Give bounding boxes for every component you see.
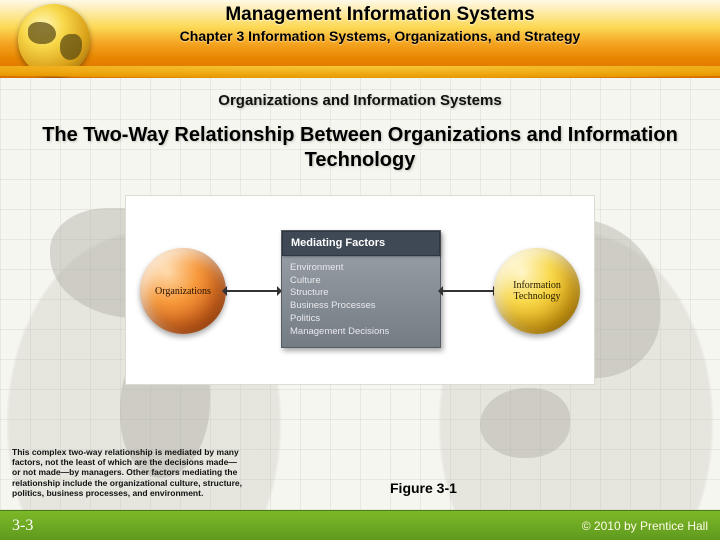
right-double-arrow-icon bbox=[442, 290, 494, 292]
organizations-sphere: Organizations bbox=[140, 248, 226, 334]
factor-item: Structure bbox=[290, 287, 432, 300]
factor-item: Business Processes bbox=[290, 300, 432, 313]
slide-header: Management Information Systems Chapter 3… bbox=[0, 0, 720, 78]
two-way-diagram: Organizations Mediating Factors Environm… bbox=[125, 195, 595, 385]
organizations-label: Organizations bbox=[155, 286, 211, 297]
factor-item: Culture bbox=[290, 275, 432, 288]
factor-item: Environment bbox=[290, 262, 432, 275]
slide-title: The Two-Way Relationship Between Organiz… bbox=[40, 123, 680, 173]
copyright-text: © 2010 by Prentice Hall bbox=[582, 519, 708, 533]
course-title: Management Information Systems bbox=[40, 4, 720, 26]
header-text-block: Management Information Systems Chapter 3… bbox=[0, 4, 720, 44]
information-technology-label: Information Technology bbox=[494, 280, 580, 303]
factor-item: Management Decisions bbox=[290, 326, 432, 339]
section-heading: Organizations and Information Systems bbox=[0, 92, 720, 109]
left-double-arrow-icon bbox=[226, 290, 278, 292]
mediating-factors-title: Mediating Factors bbox=[282, 231, 440, 256]
page-number: 3-3 bbox=[12, 517, 33, 535]
figure-number: Figure 3-1 bbox=[390, 480, 457, 496]
mediating-factors-box: Mediating Factors Environment Culture St… bbox=[281, 230, 441, 348]
information-technology-sphere: Information Technology bbox=[494, 248, 580, 334]
figure-caption: This complex two-way relationship is med… bbox=[12, 447, 242, 498]
slide-footer: 3-3 © 2010 by Prentice Hall bbox=[0, 510, 720, 540]
chapter-subtitle: Chapter 3 Information Systems, Organizat… bbox=[40, 28, 720, 44]
factor-item: Politics bbox=[290, 313, 432, 326]
slide-content: Organizations and Information Systems Th… bbox=[0, 78, 720, 385]
